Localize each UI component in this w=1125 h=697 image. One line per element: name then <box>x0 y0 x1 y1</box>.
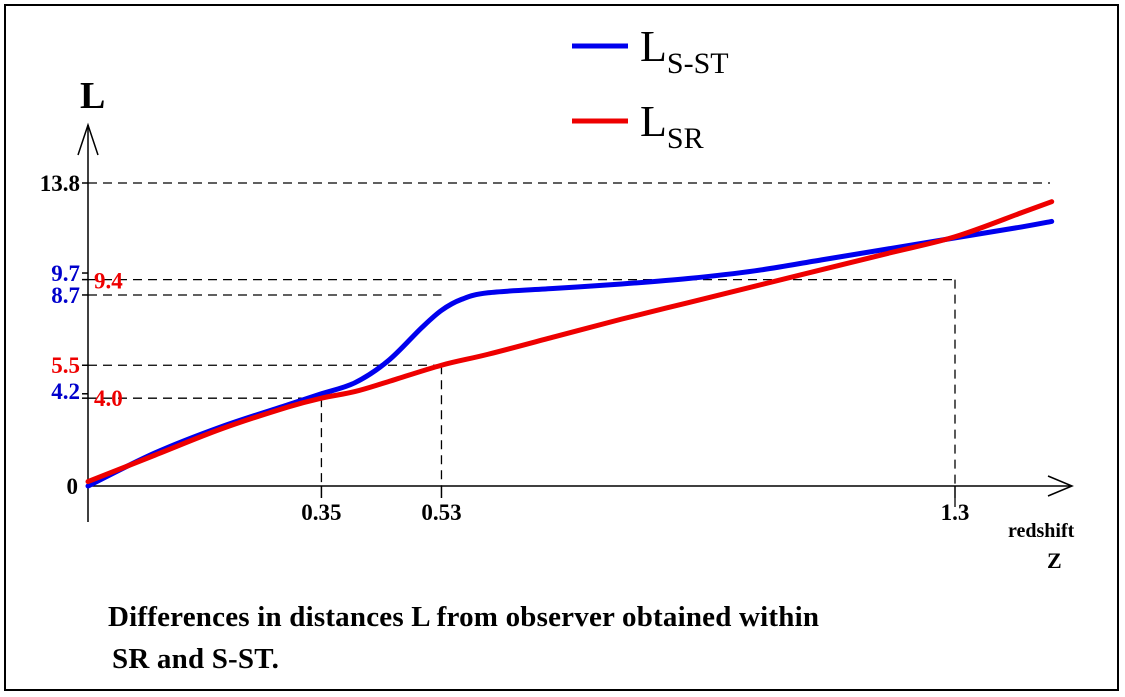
legend-sub-s-st: S-ST <box>667 47 729 80</box>
caption-line-2: SR and S-ST. <box>112 643 280 675</box>
y-0-label: 0 <box>67 474 79 499</box>
y-axis-label: L <box>80 75 105 117</box>
x-1-3-label: 1.3 <box>941 500 970 525</box>
svg-text:LS-ST: LS-ST <box>640 22 729 80</box>
x-axis-label-line1: redshift <box>1008 520 1075 542</box>
series-lines <box>85 199 1055 489</box>
y-4-2-label: 4.2 <box>51 379 80 404</box>
x-0-35-label: 0.35 <box>301 500 341 525</box>
legend-sub-sr: SR <box>667 122 704 155</box>
y-9-4-label: 9.4 <box>94 269 123 294</box>
y-8-7-label: 8.7 <box>51 283 80 308</box>
legend: LS-ST LSR <box>572 22 729 155</box>
y-13-8-label: 13.8 <box>40 171 80 196</box>
x-0-53-label: 0.53 <box>421 500 461 525</box>
y-9-7-label: 9.7 <box>51 261 80 286</box>
chart-frame <box>4 4 1119 691</box>
legend-item-sr: LSR <box>572 97 704 155</box>
guide-lines <box>88 182 1050 508</box>
legend-item-s-st: LS-ST <box>572 22 729 80</box>
y-5-5-label: 5.5 <box>51 353 80 378</box>
legend-label-sr: L <box>640 97 667 146</box>
tick-marks <box>82 182 956 498</box>
y-axis-arrow <box>77 122 99 156</box>
series-line-s-st <box>85 218 1055 489</box>
axes <box>77 122 1074 522</box>
x-axis-arrow <box>1047 475 1074 497</box>
svg-text:LSR: LSR <box>640 97 704 155</box>
series-line-sr <box>85 199 1055 485</box>
y-4-0-label: 4.0 <box>94 386 123 411</box>
legend-label-s-st: L <box>640 22 667 71</box>
x-axis-label-line2: Z <box>1047 548 1062 573</box>
figure-caption: Differences in distances L from observer… <box>108 596 1068 680</box>
tick-labels: 0 4.2 4.0 5.5 8.79.7 9.4 13.8 0.35 0.53 1.3 <box>40 171 970 525</box>
caption-line-1: Differences in distances L from observer… <box>108 601 820 633</box>
